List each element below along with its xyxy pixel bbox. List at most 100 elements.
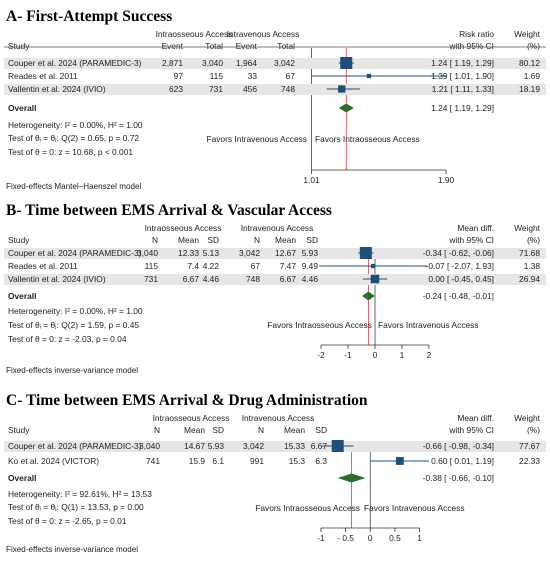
study-cell: 97 — [174, 71, 184, 81]
header-col: SD — [212, 425, 224, 435]
x-tick-label: 1.90 — [438, 175, 455, 185]
study-name: Vallentin et al. 2024 (IVIO) — [8, 84, 106, 94]
header-group: Intraosseous Access — [145, 223, 222, 233]
stat-line: Test of θᵢ = θⱼ: Q(1) = 13.53, p = 0.00 — [8, 502, 144, 512]
header-group: Intravenous Access — [242, 413, 315, 423]
ci-text: 1.39 [ 1.01, 1.90] — [431, 71, 494, 81]
weight-header: Weight — [514, 413, 541, 423]
header-col: N — [152, 235, 158, 245]
study-marker — [370, 274, 380, 284]
study-cell: 4.22 — [203, 261, 220, 271]
row-band — [4, 248, 546, 259]
ci-text: 0.60 [ 0.01, 1.19] — [431, 456, 494, 466]
favors-left-label: Favors Intravenous Access — [206, 134, 307, 144]
study-name: Ko et al. 2024 (VICTOR) — [8, 456, 99, 466]
study-cell: 3,042 — [243, 441, 264, 451]
study-cell: 7.47 — [280, 261, 297, 271]
study-name: Couper et al. 2024 (PARAMEDIC-3) — [8, 248, 142, 258]
panel-c: C- Time between EMS Arrival & Drug Admin… — [4, 392, 546, 554]
study-name: Couper et al. 2024 (PARAMEDIC-3) — [8, 58, 142, 68]
header-group: Intraosseous Access — [153, 413, 230, 423]
panel-title: B- Time between EMS Arrival & Vascular A… — [6, 202, 332, 219]
ci-header: with 95% CI — [448, 41, 494, 51]
header-group: Intravenous Access — [241, 223, 314, 233]
header-col: Total — [205, 41, 223, 51]
ci-text: -0.07 [ -2.07, 1.93] — [426, 261, 494, 271]
study-cell: 6.67 — [311, 441, 328, 451]
weight-header: (%) — [527, 235, 540, 245]
study-cell: 1,964 — [236, 58, 257, 68]
overall-label: Overall — [8, 291, 36, 301]
study-cell: 5.13 — [203, 248, 220, 258]
study-cell: 3,040 — [139, 441, 160, 451]
weight-header: Weight — [514, 223, 541, 233]
study-cell: 33 — [248, 71, 258, 81]
ci-header: Risk ratio — [459, 29, 494, 39]
weight-header: (%) — [527, 425, 540, 435]
x-tick-label: 0 — [368, 533, 373, 543]
study-cell: 748 — [281, 84, 295, 94]
header-col: Study — [8, 41, 30, 51]
overall-ci-text: -0.38 [ -0.66, -0.10] — [423, 473, 494, 483]
study-marker — [331, 440, 344, 452]
header-col: Study — [8, 425, 30, 435]
x-tick-label: 1 — [417, 533, 422, 543]
weight-header: (%) — [527, 41, 540, 51]
header-col: SD — [306, 235, 318, 245]
study-cell: 748 — [246, 274, 260, 284]
ci-header: with 95% CI — [448, 425, 494, 435]
ci-text: -0.34 [ -0.62, -0.06] — [423, 248, 494, 258]
study-cell: 67 — [251, 261, 261, 271]
header-group: Intravenous Access — [227, 29, 300, 39]
weight-value: 18.19 — [519, 84, 540, 94]
study-cell: 3,042 — [274, 58, 295, 68]
panel-title: A- First-Attempt Success — [6, 8, 172, 25]
study-cell: 12.33 — [178, 248, 199, 258]
stat-line: Heterogeneity: I² = 0.00%, H² = 1.00 — [8, 120, 143, 130]
study-name: Couper et al. 2024 (PARAMEDIC-3) — [8, 441, 142, 451]
favors-right-label: Favors Intravenous Access — [364, 503, 465, 513]
row-band — [4, 441, 546, 452]
ci-text: 1.21 [ 1.11, 1.33] — [432, 84, 494, 94]
weight-value: 71.68 — [519, 248, 540, 258]
study-marker — [340, 57, 353, 69]
study-cell: 456 — [243, 84, 257, 94]
study-cell: 6.1 — [212, 456, 224, 466]
model-note: Fixed-effects inverse-variance model — [6, 545, 138, 554]
panel-title: C- Time between EMS Arrival & Drug Admin… — [6, 392, 368, 409]
x-tick-label: 0.5 — [389, 533, 401, 543]
study-cell: 7.4 — [187, 261, 199, 271]
weight-value: 80.12 — [519, 58, 540, 68]
stat-line: Heterogeneity: I² = 92.61%, H² = 13.53 — [8, 489, 152, 499]
header-col: Total — [277, 41, 295, 51]
panel-a: A- First-Attempt Success Intraosseous Acc… — [4, 8, 546, 191]
stat-line: Heterogeneity: I² = 0.00%, H² = 1.00 — [8, 306, 143, 316]
study-marker — [370, 263, 376, 269]
study-cell: 5.93 — [208, 441, 225, 451]
stat-line: Test of θᵢ = θⱼ: Q(2) = 0.65, p = 0.72 — [8, 133, 139, 143]
favors-right-label: Favors Intravenous Access — [378, 320, 479, 330]
study-cell: 5.93 — [302, 248, 319, 258]
stat-line: Test of θ = 0: z = -2.65, p = 0.01 — [8, 516, 127, 526]
x-tick-label: -1 — [344, 350, 352, 360]
study-cell: 9.49 — [302, 261, 319, 271]
ci-text: -0.66 [ -0.98, -0.34] — [423, 441, 494, 451]
study-cell: 6.67 — [280, 274, 297, 284]
study-cell: 115 — [145, 261, 159, 271]
x-tick-label: 0 — [373, 350, 378, 360]
overall-ci-text: 1.24 [ 1.19, 1.29] — [431, 103, 494, 113]
overall-label: Overall — [8, 473, 36, 483]
header-col: Mean — [284, 425, 305, 435]
header-col: Mean — [184, 425, 205, 435]
header-col: N — [154, 425, 160, 435]
header-group: Intraosseous Access — [156, 29, 233, 39]
header-col: N — [254, 235, 260, 245]
study-cell: 3,040 — [202, 58, 223, 68]
header-col: N — [258, 425, 264, 435]
study-cell: 12.67 — [275, 248, 296, 258]
overall-label: Overall — [8, 103, 36, 113]
header-col: Mean — [275, 235, 296, 245]
x-tick-label: - 0.5 — [337, 533, 354, 543]
x-tick-label: -1 — [317, 533, 325, 543]
